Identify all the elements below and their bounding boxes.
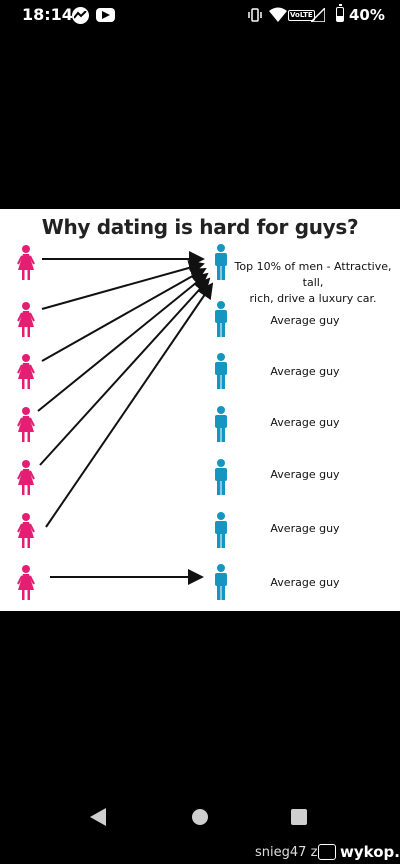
wykop-logo-icon: [318, 844, 336, 860]
wifi-icon: [269, 7, 287, 22]
navigation-bar: [0, 785, 400, 845]
footer-username: snieg47: [255, 845, 307, 860]
recent-apps-icon[interactable]: [291, 809, 307, 825]
infographic-image: Why dating is hard for guys?: [0, 209, 400, 611]
woman-icon: [17, 354, 35, 389]
average-guy-label: Average guy: [270, 576, 340, 589]
battery-icon: [336, 4, 344, 22]
woman-icon: [17, 302, 35, 337]
arrow: [41, 268, 207, 362]
average-guy-label: Average guy: [270, 416, 340, 429]
man-icon: [215, 564, 227, 600]
average-guy-label: Average guy: [270, 468, 340, 481]
man-icon: [215, 459, 227, 495]
back-icon[interactable]: [90, 808, 106, 826]
infographic-figures: [17, 244, 227, 600]
man-icon: [215, 301, 227, 337]
footer-connector: z: [310, 845, 318, 860]
messenger-icon: [72, 7, 89, 24]
arrow: [39, 277, 211, 466]
woman-icon: [17, 513, 35, 548]
woman-icon: [17, 460, 35, 495]
footer-credit: snieg47 z: [255, 845, 317, 860]
woman-icon: [17, 565, 35, 600]
average-guy-label: Average guy: [270, 314, 340, 327]
arrow: [41, 260, 205, 310]
man-icon: [215, 353, 227, 389]
infographic-title: Why dating is hard for guys?: [41, 215, 359, 239]
footer-watermark: snieg47 z wykop.pl: [0, 842, 400, 864]
man-icon: [215, 512, 227, 548]
status-bar: 18:14 VoLTE 40%: [0, 0, 400, 30]
arrow: [45, 282, 214, 528]
youtube-icon: [96, 8, 115, 22]
woman-icon: [17, 245, 35, 280]
top-men-label: Top 10% of men - Attractive, tall, rich,…: [234, 260, 392, 305]
man-icon: [215, 244, 227, 280]
home-icon[interactable]: [192, 809, 208, 825]
footer-site: wykop.pl: [340, 843, 400, 861]
average-guy-label: Average guy: [270, 522, 340, 535]
battery-fill: [337, 15, 343, 21]
signal-icon: [311, 8, 325, 22]
battery-percentage: 40%: [349, 6, 385, 24]
status-time: 18:14: [22, 5, 73, 24]
vibrate-icon: [248, 8, 262, 22]
average-guy-label: Average guy: [270, 365, 340, 378]
woman-icon: [17, 407, 35, 442]
arrow: [37, 272, 209, 412]
volte-badge: VoLTE: [288, 10, 315, 21]
man-icon: [215, 406, 227, 442]
